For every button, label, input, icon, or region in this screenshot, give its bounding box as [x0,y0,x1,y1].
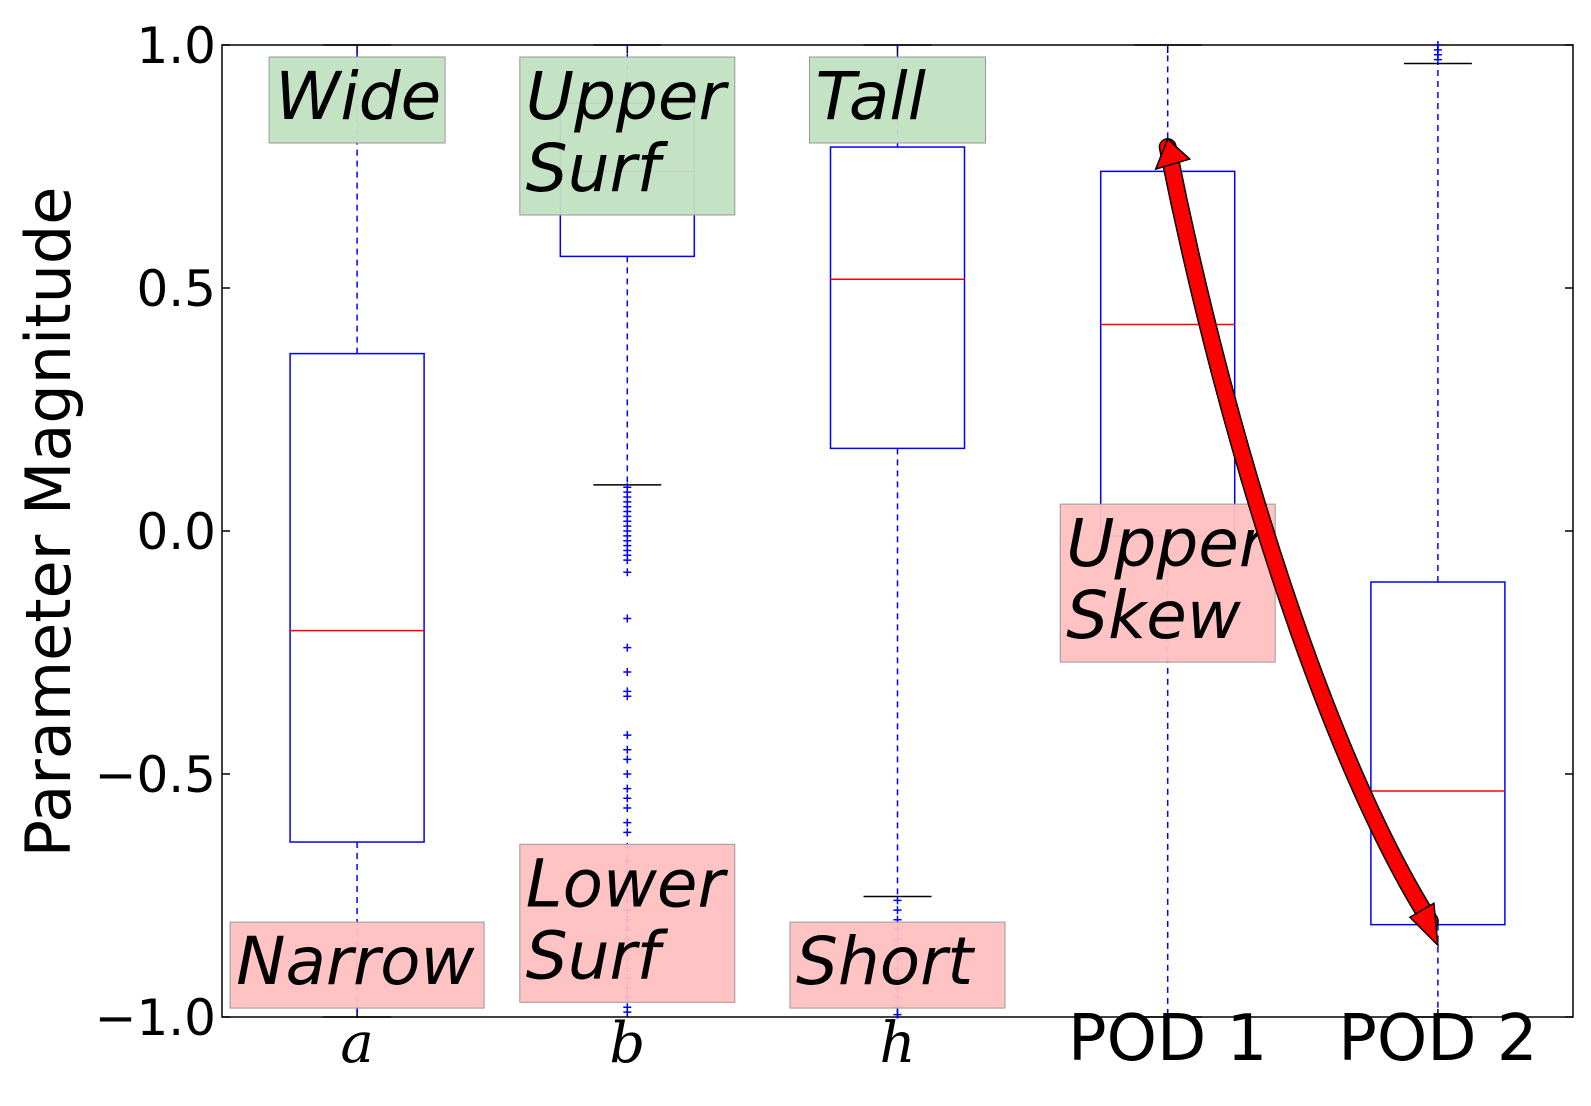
x-category-label: a [340,1011,373,1076]
outlier-point [623,568,632,577]
outlier-point [893,896,902,905]
outlier-point [623,745,632,754]
annotation-box [519,56,736,216]
outlier-point [623,667,632,676]
annotation-layer: WideNarrowUpperSurfLowerSurfTallShortUpp… [229,56,1439,1009]
annotation-wide: Wide [268,56,446,144]
outlier-point [623,794,632,803]
x-category-label: h [879,1011,915,1076]
annotation-text: Short [796,923,975,1000]
outlier-point [623,614,632,623]
outlier-point [1433,41,1442,49]
outlier-point [623,731,632,740]
iqr-box [289,352,425,843]
arrow-tail-head [1154,137,1192,171]
annotation-box [1059,503,1276,663]
y-tick-label: 1.0 [136,17,216,75]
annotation-short: Short [789,921,1006,1009]
annotation-text: Lower [526,845,729,922]
outlier-point [623,643,632,652]
x-category-label: POD 2 [1338,1002,1537,1076]
x-axis-categories: a b h POD 1 POD 2 [340,1002,1537,1076]
plot-area [221,41,1574,1019]
y-axis-label: Parameter Magnitude [12,187,85,858]
box-a [289,44,425,1018]
x-category-label: b [609,1011,645,1076]
y-tick-label: 0.0 [136,503,216,561]
outlier-point [623,770,632,778]
box-h [829,44,966,1019]
annotation-box [789,921,1006,1009]
annotation-text: Wide [275,58,441,135]
annotation-box [809,56,986,144]
arrow-head [1408,902,1439,948]
annotation-text: Skew [1066,577,1242,654]
annotation-text: Surf [526,130,669,207]
outlier-point [623,828,632,837]
outlier-point [623,818,632,827]
iqr-box [1370,581,1506,926]
iqr-box [829,146,966,450]
annotation-text: Upper [526,58,730,135]
arrow-body [1160,139,1438,929]
x-category-label: POD 1 [1068,1002,1267,1076]
outlier-point [893,1010,902,1019]
y-tick-label: −1.0 [95,989,216,1047]
trend-arrow [1154,137,1439,948]
y-tick-label: 0.5 [136,260,216,318]
annotation-tall: Tall [809,56,986,144]
annotation-text: Tall [816,58,927,135]
annotation-narrow: Narrow [229,921,485,1009]
outlier-point [623,556,632,565]
outlier-point [623,784,632,793]
annotation-text: Surf [526,917,669,994]
y-axis-ticks: 1.0 0.5 0.0 −0.5 −1.0 [95,17,1573,1047]
annotation-text: Upper [1066,505,1270,582]
annotation-box [519,843,736,1003]
outlier-point [623,1008,632,1017]
outlier-point [893,906,902,915]
y-tick-label: −0.5 [95,746,216,804]
outlier-point [623,692,632,701]
outlier-point [623,804,632,813]
annotation-box [268,56,446,144]
annotation-text: Narrow [236,923,475,1000]
outlier-point [623,755,632,764]
annotation-box [229,921,485,1009]
